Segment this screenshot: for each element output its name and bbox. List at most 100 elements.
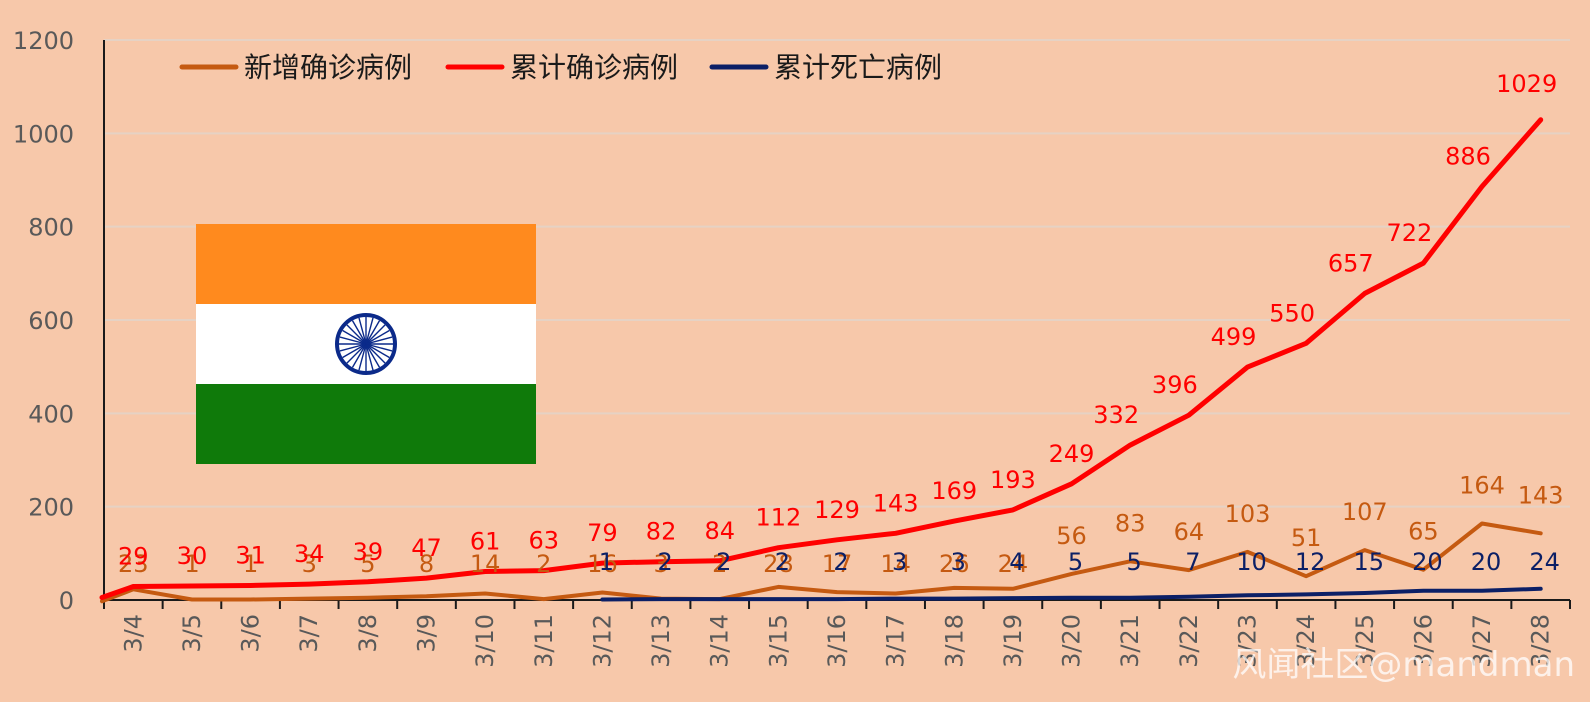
data-label-deaths: 2: [775, 548, 790, 576]
data-label-deaths: 20: [1412, 548, 1443, 576]
watermark: 风闻社区@mandman: [1232, 645, 1575, 685]
data-label-daily: 2: [536, 550, 551, 578]
x-tick-label: 3/20: [1058, 614, 1086, 668]
x-tick-label: 3/8: [354, 614, 382, 653]
data-label-cumulative: 1029: [1496, 70, 1557, 98]
x-tick-label: 3/14: [706, 614, 734, 668]
x-tick-label: 3/11: [530, 614, 558, 668]
data-label-cumulative: 722: [1386, 219, 1432, 247]
data-label-deaths: 5: [1127, 548, 1142, 576]
legend: 新增确诊病例 累计确诊病例 累计死亡病例: [179, 51, 942, 84]
data-label-daily: 83: [1115, 509, 1146, 537]
data-label-cumulative: 31: [235, 542, 266, 570]
data-label-daily: 26: [939, 550, 970, 578]
y-tick-label: 1000: [13, 120, 74, 148]
x-tick-label: 3/25: [1351, 614, 1379, 668]
data-label-cumulative: 550: [1269, 299, 1315, 327]
data-label-cumulative: 886: [1445, 143, 1491, 171]
x-tick-label: 3/13: [647, 614, 675, 668]
data-label-daily: 107: [1342, 498, 1388, 526]
chakra-spoke: [365, 317, 374, 345]
data-label-daily: 2: [712, 550, 727, 578]
chakra-spoke: [365, 343, 393, 352]
x-tick-label: 3/28: [1527, 614, 1555, 668]
series-line-1: [99, 117, 1544, 600]
india-flag-icon: [196, 224, 536, 464]
x-tick-label: 3/9: [413, 614, 441, 653]
chakra-spoke: [346, 343, 367, 364]
data-label-deaths: 3: [892, 548, 907, 576]
chakra-spoke: [365, 324, 386, 345]
x-tick-label: 3/21: [1116, 614, 1144, 668]
data-label-cumulative: 169: [931, 477, 977, 505]
data-label-daily: 17: [822, 550, 853, 578]
data-label-deaths: 1: [599, 548, 614, 576]
data-label-deaths: 2: [657, 548, 672, 576]
data-label-cumulative: 63: [529, 527, 560, 555]
chakra-spoke: [339, 336, 367, 345]
series-line-0: [100, 521, 1543, 604]
data-label-cumulative: 193: [990, 466, 1036, 494]
ashoka-chakra-icon: [335, 313, 397, 375]
data-label-cumulative: 47: [411, 534, 442, 562]
chakra-spoke: [365, 329, 390, 345]
chakra-spoke: [358, 343, 367, 371]
chakra-spoke: [351, 343, 367, 368]
data-label-daily: 3: [653, 550, 668, 578]
data-label-cumulative: 61: [470, 528, 501, 556]
data-label-cumulative: 29: [118, 542, 149, 570]
chakra-spoke: [339, 343, 367, 352]
data-label-daily: 64: [1174, 518, 1205, 546]
chakra-spoke: [365, 343, 374, 371]
data-label-deaths: 20: [1471, 548, 1502, 576]
x-tick-label: 3/15: [764, 614, 792, 668]
x-tick-label: 3/18: [940, 614, 968, 668]
y-tick-label: 600: [28, 307, 74, 335]
data-label-cumulative: 129: [814, 496, 860, 524]
chakra-spoke: [351, 320, 367, 345]
data-label-daily: 8: [419, 550, 434, 578]
data-label-deaths: 3: [951, 548, 966, 576]
data-label-daily: 1: [243, 550, 258, 578]
data-label-deaths: 24: [1529, 548, 1560, 576]
data-label-daily: 51: [1291, 524, 1322, 552]
data-label-deaths: 10: [1236, 548, 1267, 576]
data-label-daily: 3: [302, 550, 317, 578]
y-tick-label: 1200: [13, 27, 74, 55]
data-label-cumulative: 30: [177, 542, 208, 570]
data-label-deaths: 2: [716, 548, 731, 576]
chakra-spoke: [365, 343, 386, 364]
legend-label-2: 累计死亡病例: [774, 51, 942, 84]
chakra-spoke: [365, 343, 381, 368]
x-tick-label: 3/24: [1292, 614, 1320, 668]
chakra-spoke: [342, 329, 367, 345]
data-label-daily: 14: [470, 550, 501, 578]
data-label-deaths: 12: [1295, 548, 1326, 576]
data-label-cumulative: 79: [587, 519, 618, 547]
data-label-deaths: 4: [1009, 548, 1024, 576]
chakra-spoke: [365, 336, 393, 345]
data-label-deaths: 7: [1185, 548, 1200, 576]
data-label-daily: 1: [184, 550, 199, 578]
data-label-daily: 164: [1459, 471, 1505, 499]
series-line-2: [600, 586, 1543, 602]
data-label-daily: 56: [1056, 522, 1087, 550]
x-tick-label: 3/22: [1175, 614, 1203, 668]
data-label-cumulative: 84: [704, 517, 735, 545]
data-label-cumulative: 396: [1152, 371, 1198, 399]
chakra-spoke: [365, 343, 390, 359]
x-tick-label: 3/26: [1409, 614, 1437, 668]
y-tick-label: 400: [28, 400, 74, 428]
data-label-daily: 65: [1408, 518, 1439, 546]
x-tick-label: 3/17: [882, 614, 910, 668]
chakra-spoke: [365, 320, 381, 345]
data-label-cumulative: 332: [1093, 401, 1139, 429]
data-label-cumulative: 657: [1328, 249, 1374, 277]
series-lines: [99, 117, 1544, 604]
data-label-cumulative: 39: [353, 538, 384, 566]
data-label-daily: 103: [1225, 500, 1271, 528]
x-tick-label: 3/12: [588, 614, 616, 668]
